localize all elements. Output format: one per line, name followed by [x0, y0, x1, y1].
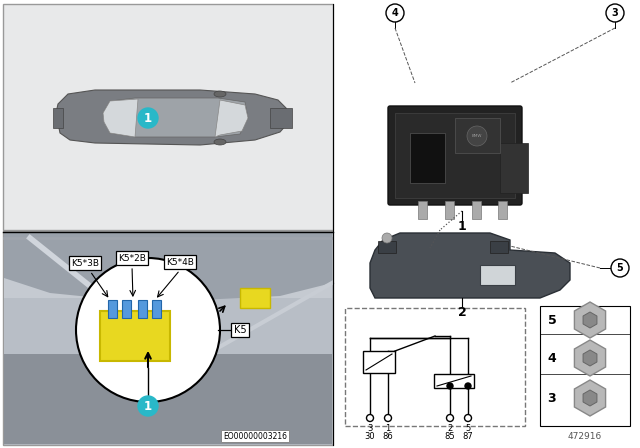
Circle shape [382, 233, 392, 243]
Bar [152, 300, 161, 318]
Polygon shape [370, 233, 570, 298]
Circle shape [447, 414, 454, 422]
Polygon shape [103, 98, 248, 137]
Circle shape [76, 258, 220, 402]
Text: BMW: BMW [472, 134, 483, 138]
Bar [108, 300, 117, 318]
Text: 2: 2 [458, 306, 467, 319]
Text: 86: 86 [383, 431, 394, 440]
Bar [490, 241, 508, 253]
Text: 1: 1 [385, 423, 390, 432]
Text: 1: 1 [458, 220, 467, 233]
Text: 1: 1 [144, 400, 152, 413]
Text: 3: 3 [548, 392, 556, 405]
Text: K5*3B: K5*3B [71, 258, 99, 267]
Bar [240, 288, 270, 308]
Text: 3: 3 [612, 8, 618, 18]
Bar [53, 108, 63, 128]
Bar [378, 241, 396, 253]
Text: 4: 4 [548, 352, 556, 365]
Bar [472, 201, 481, 219]
Polygon shape [583, 350, 597, 366]
Bar [100, 311, 170, 361]
Polygon shape [583, 390, 597, 406]
Bar [3, 231, 333, 445]
Bar [138, 300, 147, 318]
Circle shape [386, 4, 404, 22]
Bar [395, 113, 515, 198]
Polygon shape [575, 302, 605, 338]
Text: 4: 4 [392, 8, 398, 18]
Polygon shape [575, 380, 605, 416]
Polygon shape [583, 312, 597, 328]
Bar [3, 4, 333, 230]
Text: 2: 2 [447, 423, 452, 432]
Circle shape [138, 396, 158, 416]
Text: K5: K5 [234, 325, 246, 335]
Text: EO00000003216: EO00000003216 [223, 431, 287, 440]
Polygon shape [103, 99, 138, 137]
Circle shape [465, 414, 472, 422]
Bar [122, 300, 131, 318]
Bar [434, 374, 474, 388]
Text: 85: 85 [445, 431, 455, 440]
Bar [445, 201, 454, 219]
Text: 5: 5 [465, 423, 470, 432]
Bar [500, 143, 528, 193]
Polygon shape [575, 340, 605, 376]
Text: 87: 87 [463, 431, 474, 440]
Bar [480, 265, 515, 285]
FancyBboxPatch shape [388, 106, 522, 205]
Text: 472916: 472916 [568, 431, 602, 440]
Bar [4, 233, 332, 298]
Bar [418, 201, 427, 219]
Bar [363, 351, 395, 373]
Polygon shape [215, 100, 248, 137]
Text: 5: 5 [548, 314, 556, 327]
Bar [410, 133, 445, 183]
Circle shape [611, 259, 629, 277]
Circle shape [367, 414, 374, 422]
Text: K5*2B: K5*2B [118, 254, 146, 263]
FancyBboxPatch shape [345, 308, 525, 426]
Bar [4, 354, 332, 444]
Bar [540, 306, 630, 426]
Bar [270, 108, 292, 128]
Polygon shape [56, 90, 290, 145]
Ellipse shape [214, 139, 226, 145]
Circle shape [138, 108, 158, 128]
Bar [455, 118, 500, 153]
Circle shape [465, 383, 471, 389]
Text: 30: 30 [365, 431, 375, 440]
Text: 3: 3 [367, 423, 372, 432]
Bar [498, 201, 507, 219]
Text: 5: 5 [616, 263, 623, 273]
Text: K5*4B: K5*4B [166, 258, 194, 267]
Circle shape [606, 4, 624, 22]
Polygon shape [4, 233, 332, 300]
Circle shape [385, 414, 392, 422]
Text: 1: 1 [144, 112, 152, 125]
Circle shape [447, 383, 453, 389]
Ellipse shape [214, 91, 226, 97]
Circle shape [467, 126, 487, 146]
Bar [4, 234, 332, 444]
